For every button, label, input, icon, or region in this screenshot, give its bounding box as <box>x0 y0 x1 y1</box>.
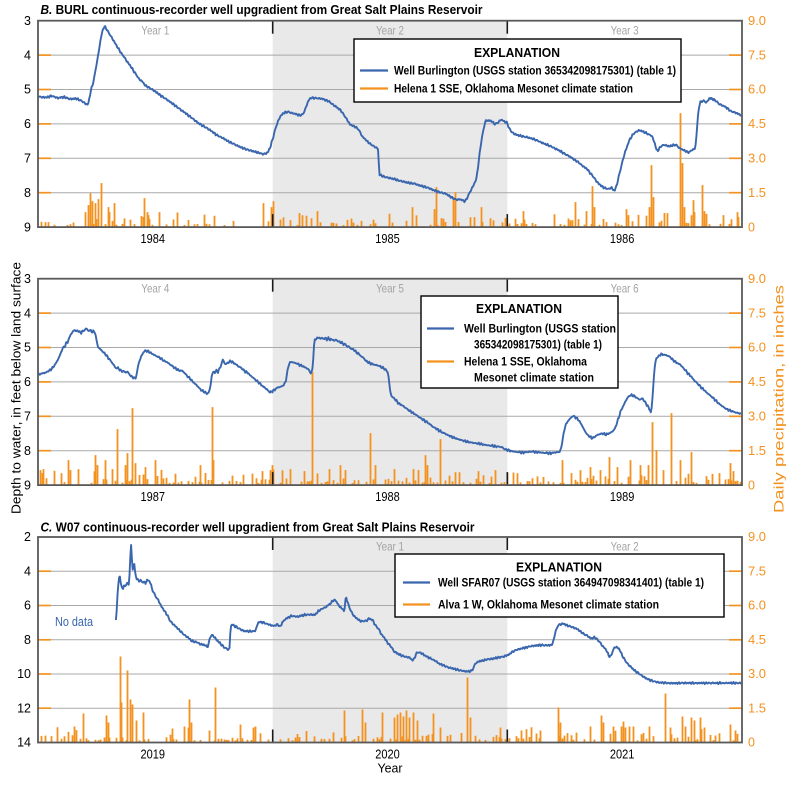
svg-text:2019: 2019 <box>141 747 166 761</box>
svg-text:0: 0 <box>748 220 755 234</box>
svg-text:4.5: 4.5 <box>748 633 766 647</box>
svg-text:0: 0 <box>748 478 755 492</box>
svg-text:8: 8 <box>24 444 31 458</box>
svg-text:9: 9 <box>24 220 31 234</box>
svg-text:Helena 1 SSE, Oklahoma: Helena 1 SSE, Oklahoma <box>464 357 588 369</box>
svg-text:1.5: 1.5 <box>748 444 766 458</box>
svg-text:6: 6 <box>24 117 31 131</box>
svg-text:8: 8 <box>24 186 31 200</box>
svg-text:Year 5: Year 5 <box>376 281 404 295</box>
svg-text:B. BURL continuous-recorder we: B. BURL continuous-recorder well upgradi… <box>41 2 483 17</box>
svg-text:9.0: 9.0 <box>748 530 766 544</box>
svg-text:9: 9 <box>24 478 31 492</box>
svg-text:9.0: 9.0 <box>748 14 766 28</box>
svg-text:2020: 2020 <box>375 747 400 761</box>
svg-text:1988: 1988 <box>375 490 400 504</box>
svg-text:3.0: 3.0 <box>748 152 766 166</box>
svg-text:8: 8 <box>24 633 31 647</box>
svg-text:3: 3 <box>24 272 31 286</box>
svg-text:1.5: 1.5 <box>748 186 766 200</box>
svg-text:Year 1: Year 1 <box>376 540 404 554</box>
svg-text:Well SFAR07 (USGS station 3649: Well SFAR07 (USGS station 36494709834140… <box>438 578 704 590</box>
svg-text:5: 5 <box>24 83 31 97</box>
svg-text:6.0: 6.0 <box>748 341 766 355</box>
svg-text:3.0: 3.0 <box>748 667 766 681</box>
svg-text:2021: 2021 <box>610 747 635 761</box>
svg-text:Year 3: Year 3 <box>611 23 639 37</box>
svg-text:1984: 1984 <box>141 232 166 246</box>
svg-text:14: 14 <box>17 736 31 750</box>
svg-text:365342098175301) (table 1): 365342098175301) (table 1) <box>474 340 602 352</box>
svg-text:EXPLANATION: EXPLANATION <box>516 561 602 575</box>
svg-text:7.5: 7.5 <box>748 48 766 62</box>
svg-text:EXPLANATION: EXPLANATION <box>474 46 560 60</box>
svg-text:6: 6 <box>24 599 31 613</box>
svg-text:6.0: 6.0 <box>748 599 766 613</box>
svg-text:4.5: 4.5 <box>748 117 766 131</box>
svg-text:4: 4 <box>24 48 31 62</box>
svg-text:2: 2 <box>24 530 31 544</box>
svg-text:Depth to water, in feet below: Depth to water, in feet below land surfa… <box>9 262 24 514</box>
svg-text:5: 5 <box>24 341 31 355</box>
svg-text:Well Burlington (USGS station: Well Burlington (USGS station <box>464 324 616 336</box>
svg-text:Year 2: Year 2 <box>376 23 404 37</box>
svg-text:6: 6 <box>24 375 31 389</box>
svg-text:3.0: 3.0 <box>748 410 766 424</box>
svg-text:1.5: 1.5 <box>748 702 766 716</box>
svg-text:4: 4 <box>24 565 31 579</box>
svg-text:10: 10 <box>17 667 31 681</box>
svg-text:1987: 1987 <box>141 490 166 504</box>
svg-text:Daily precipitation, in inches: Daily precipitation, in inches <box>772 285 786 513</box>
svg-text:7.5: 7.5 <box>748 565 766 579</box>
svg-text:Year: Year <box>378 762 403 776</box>
svg-text:Well Burlington (USGS station: Well Burlington (USGS station 3653420981… <box>394 66 676 78</box>
svg-text:9.0: 9.0 <box>748 272 766 286</box>
svg-text:No data: No data <box>55 615 93 629</box>
svg-text:1986: 1986 <box>610 232 635 246</box>
svg-text:4.5: 4.5 <box>748 375 766 389</box>
svg-text:7.5: 7.5 <box>748 306 766 320</box>
svg-text:Year 6: Year 6 <box>611 281 639 295</box>
svg-text:1985: 1985 <box>375 232 400 246</box>
svg-text:0: 0 <box>748 736 755 750</box>
svg-text:Mesonet climate station: Mesonet climate station <box>474 373 594 385</box>
svg-text:Year 1: Year 1 <box>141 23 169 37</box>
svg-text:7: 7 <box>24 152 31 166</box>
svg-text:Year 4: Year 4 <box>141 281 169 295</box>
svg-text:3: 3 <box>24 14 31 28</box>
svg-text:1989: 1989 <box>610 490 635 504</box>
svg-text:Helena 1 SSE, Oklahoma Mesonet: Helena 1 SSE, Oklahoma Mesonet climate s… <box>394 84 633 96</box>
svg-text:Year 2: Year 2 <box>611 540 639 554</box>
svg-text:C. W07 continuous-recorder wel: C. W07 continuous-recorder well upgradie… <box>41 520 475 535</box>
svg-text:Alva 1 W, Oklahoma Mesonet cli: Alva 1 W, Oklahoma Mesonet climate stati… <box>438 600 659 612</box>
svg-text:6.0: 6.0 <box>748 83 766 97</box>
svg-text:4: 4 <box>24 306 31 320</box>
svg-text:7: 7 <box>24 410 31 424</box>
svg-text:12: 12 <box>17 702 31 716</box>
svg-text:EXPLANATION: EXPLANATION <box>476 302 562 316</box>
